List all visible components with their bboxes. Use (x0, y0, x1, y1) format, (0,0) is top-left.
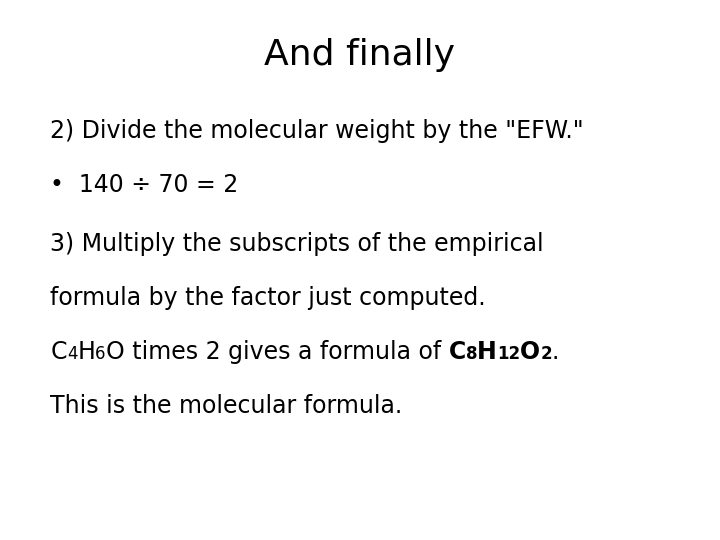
Text: 3) Multiply the subscripts of the empirical: 3) Multiply the subscripts of the empiri… (50, 232, 544, 256)
Text: C: C (449, 340, 466, 364)
Text: 12: 12 (497, 345, 520, 363)
Text: H: H (477, 340, 497, 364)
Text: And finally: And finally (264, 38, 456, 72)
Text: 4: 4 (67, 345, 78, 363)
Text: This is the molecular formula.: This is the molecular formula. (50, 394, 402, 418)
Text: O: O (520, 340, 540, 364)
Text: C: C (50, 340, 67, 364)
Text: 6: 6 (95, 345, 106, 363)
Text: 2) Divide the molecular weight by the "EFW.": 2) Divide the molecular weight by the "E… (50, 119, 584, 143)
Text: .: . (552, 340, 559, 364)
Text: formula by the factor just computed.: formula by the factor just computed. (50, 286, 486, 310)
Text: •  140 ÷ 70 = 2: • 140 ÷ 70 = 2 (50, 173, 238, 197)
Text: O times 2 gives a formula of: O times 2 gives a formula of (106, 340, 449, 364)
Text: 2: 2 (540, 345, 552, 363)
Text: 8: 8 (466, 345, 477, 363)
Text: H: H (78, 340, 95, 364)
